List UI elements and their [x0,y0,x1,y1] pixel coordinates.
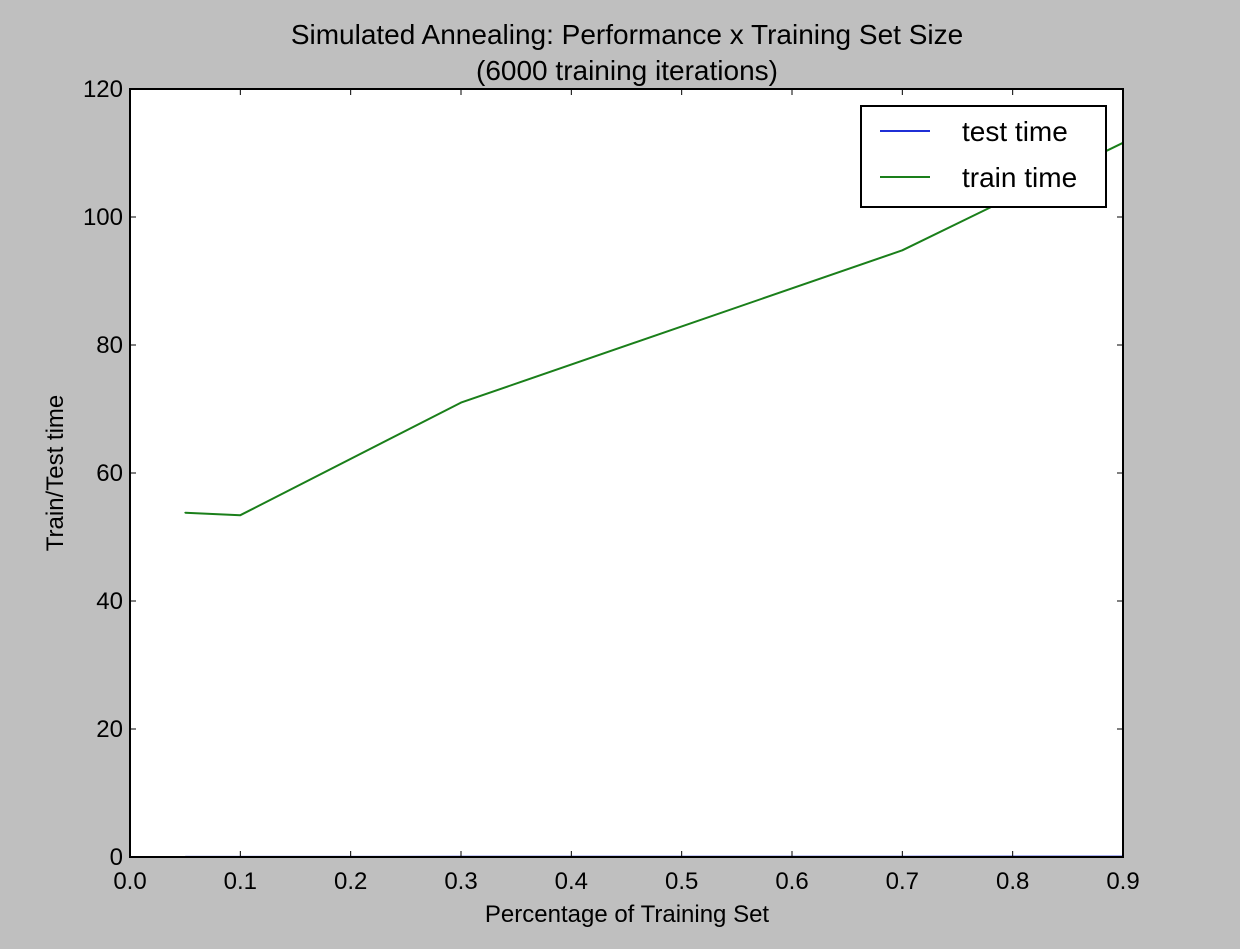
legend-label-test-time: test time [962,116,1068,147]
x-tick-label: 0.0 [113,868,146,895]
x-tick-label: 0.2 [334,868,367,895]
y-axis-label: Train/Test time [42,395,69,551]
data-point-train-time [902,249,904,251]
chart-title: Simulated Annealing: Performance x Train… [291,19,963,50]
data-point-train-time [240,514,242,516]
y-tick-label: 120 [83,76,123,103]
data-point-train-time [460,402,462,404]
x-tick-label: 0.8 [996,868,1029,895]
y-tick-label: 100 [83,204,123,231]
x-tick-label: 0.5 [665,868,698,895]
x-tick-label: 0.7 [886,868,919,895]
x-axis-label: Percentage of Training Set [485,901,770,928]
x-tick-label: 0.9 [1106,868,1139,895]
y-tick-label: 80 [96,332,123,359]
x-tick-label: 0.1 [224,868,257,895]
y-tick-label: 60 [96,460,123,487]
y-tick-label: 20 [96,716,123,743]
legend-label-train-time: train time [962,162,1077,193]
x-tick-label: 0.3 [444,868,477,895]
data-point-train-time [184,512,186,514]
y-tick-label: 40 [96,588,123,615]
x-tick-label: 0.4 [555,868,588,895]
x-tick-label: 0.6 [775,868,808,895]
legend: test time train time [861,106,1106,207]
y-tick-label: 0 [110,844,123,871]
chart-subtitle: (6000 training iterations) [476,55,778,86]
